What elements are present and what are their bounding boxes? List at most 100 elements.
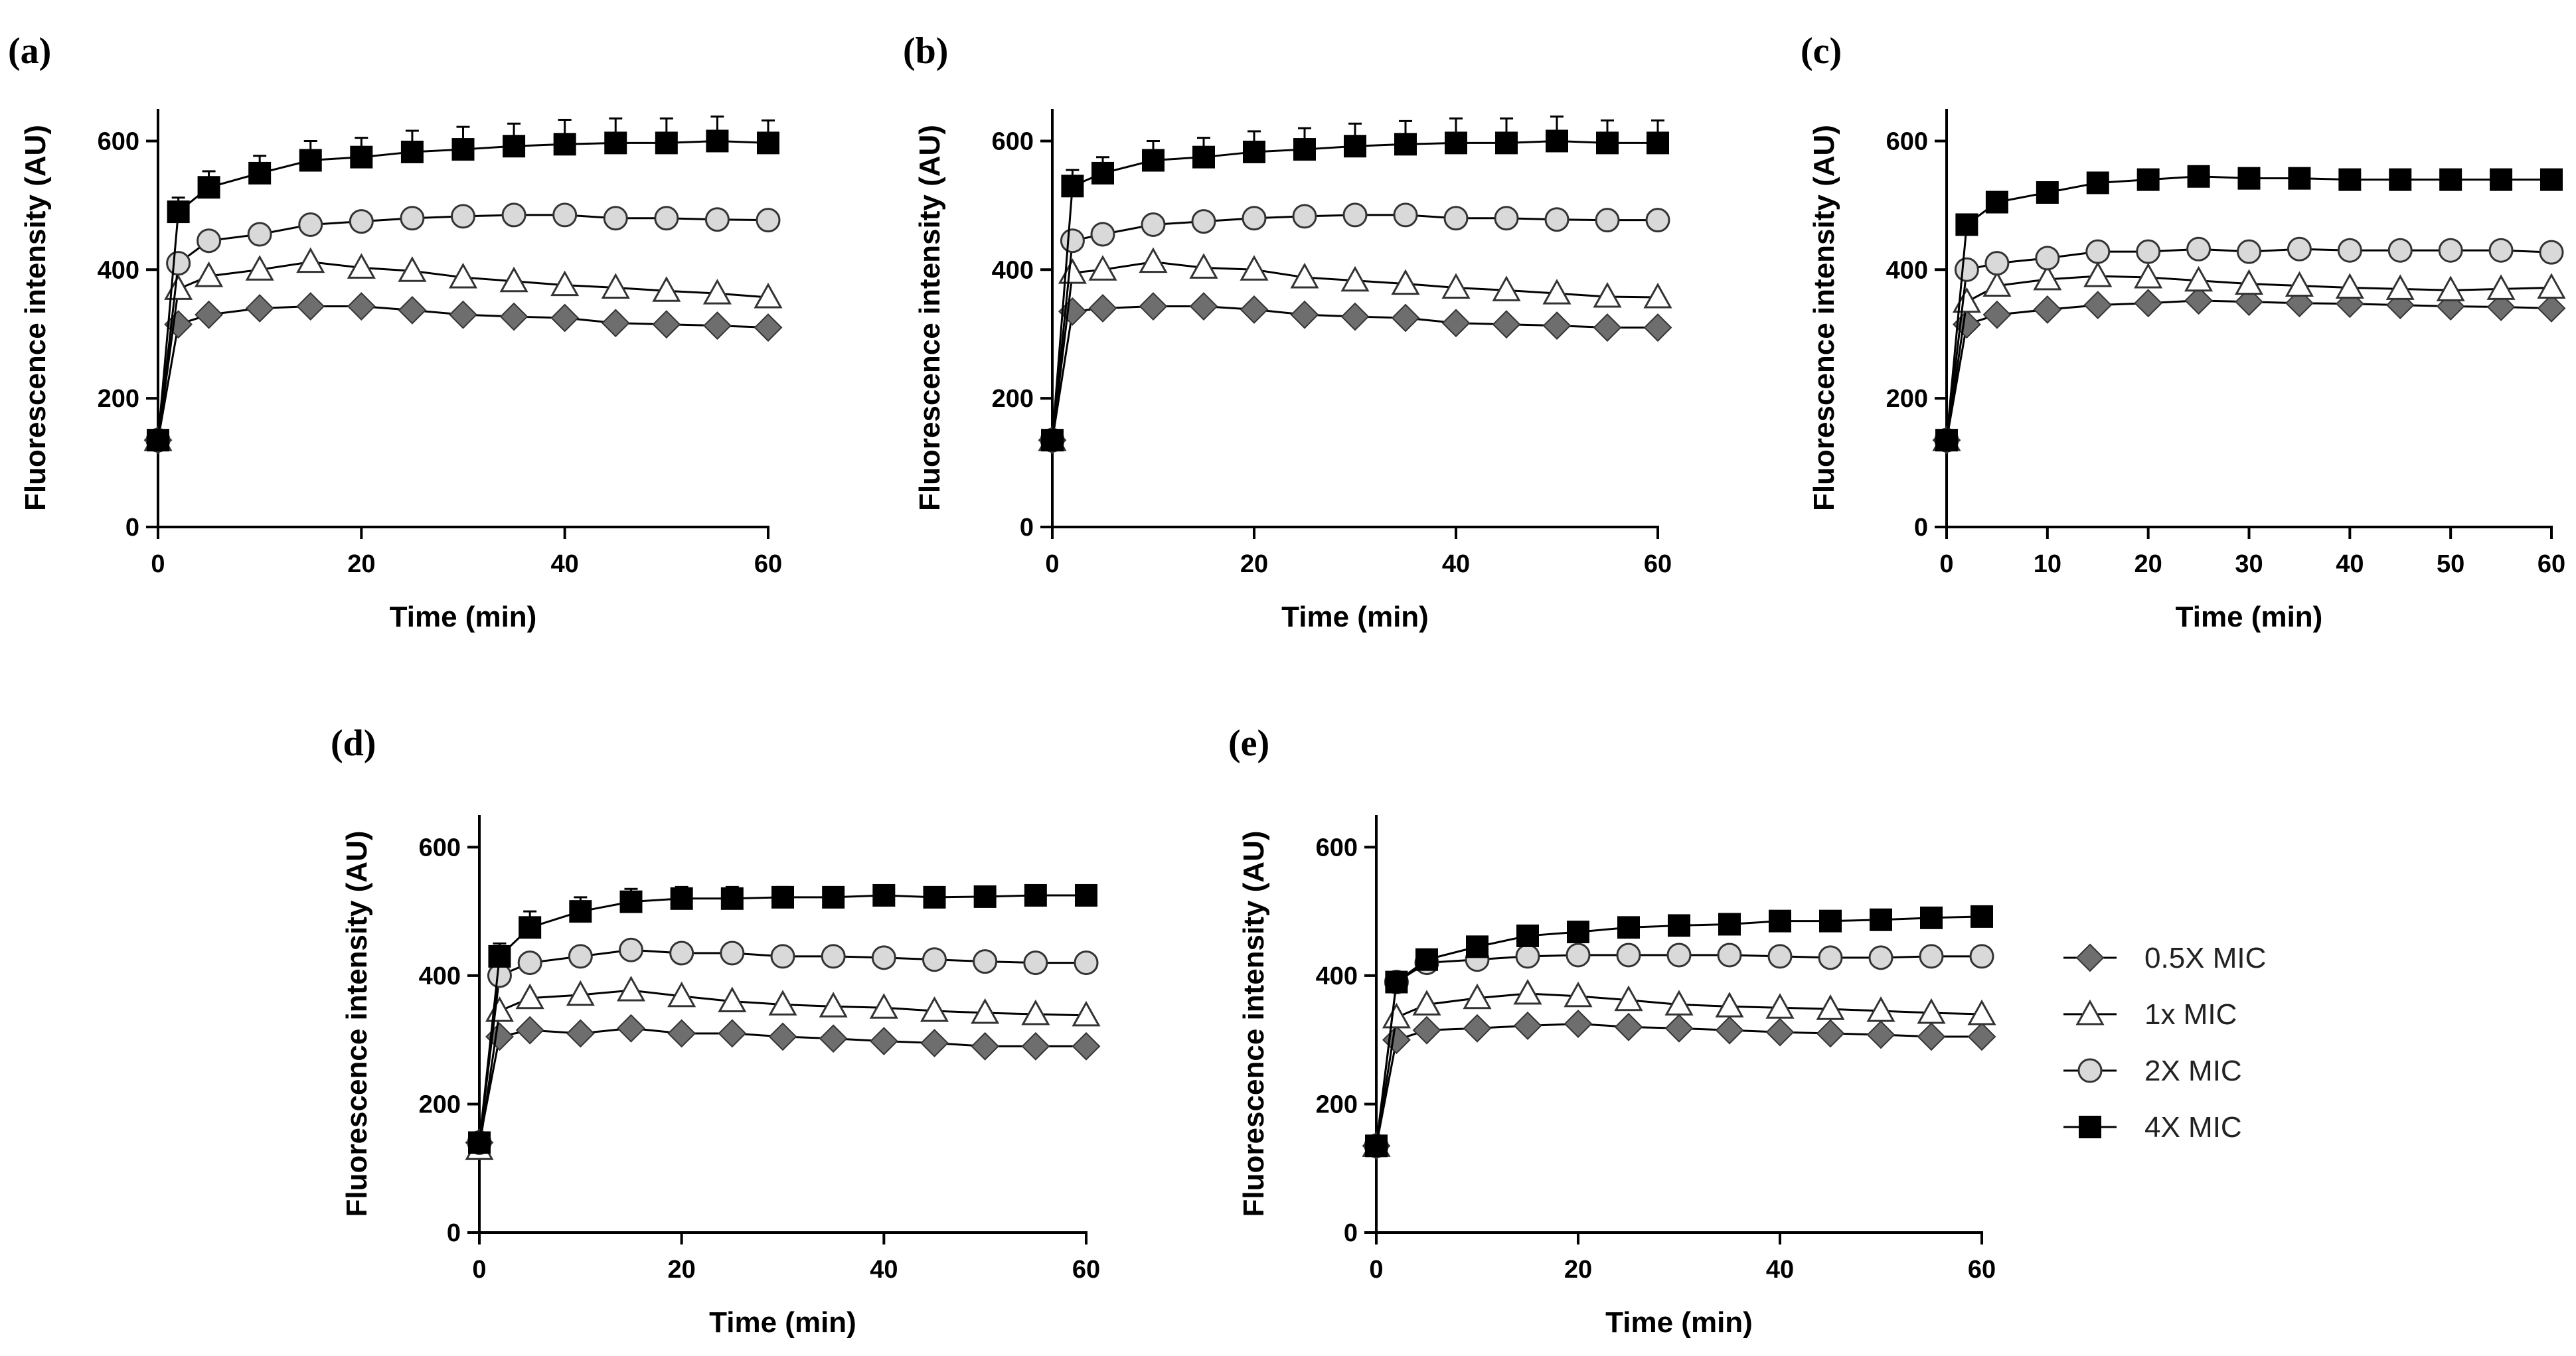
data-point [1967, 1022, 1996, 1051]
y-tick-label: 0 [1344, 1219, 1358, 1247]
data-point [2537, 273, 2566, 299]
chart-panel-c: (c) 0 200 400 600 0 10 20 30 40 50 60 Time (min) Fluo… [1801, 31, 2566, 633]
y-tick-label: 200 [992, 385, 1034, 413]
y-tick-label: 200 [419, 1091, 461, 1118]
data-point [702, 279, 732, 305]
data-point [1984, 251, 2010, 276]
data-point [468, 1131, 491, 1154]
data-point [517, 950, 542, 976]
data-point [400, 140, 424, 163]
data-point [245, 255, 274, 281]
data-point [619, 937, 643, 962]
data-point [1466, 935, 1489, 958]
legend-item-1x-mic: 1x MIC [2063, 998, 2237, 1031]
data-point [2186, 236, 2212, 262]
legend-marker [2077, 1058, 2103, 1083]
x-tick-label: 20 [347, 550, 375, 578]
data-point [296, 292, 325, 321]
data-point [1647, 131, 1669, 155]
x-tick-label: 30 [2235, 550, 2263, 578]
data-point [1717, 942, 1742, 968]
y-tick-label: 400 [419, 962, 461, 990]
data-point [1985, 190, 2008, 214]
data-point [1191, 209, 1216, 234]
data-point [2234, 269, 2264, 295]
series-4x-mic [1365, 905, 1993, 1158]
data-point [920, 1029, 949, 1057]
data-point [2337, 238, 2362, 263]
y-tick-label: 400 [992, 256, 1034, 284]
data-point [2083, 261, 2113, 287]
data-point [819, 1024, 848, 1053]
data-point [757, 131, 779, 155]
y-tick-label: 0 [1020, 514, 1034, 542]
series-line [478, 989, 1087, 1150]
data-point [1189, 253, 1218, 279]
data-point [1866, 1020, 1895, 1049]
chart-panel-a: (a) 0 200 400 600 0 20 40 60 Time (min) Fluorescen… [8, 31, 783, 633]
data-point [1340, 265, 1370, 292]
data-point [449, 300, 477, 329]
y-axis-title: Fluorescence intensity (AU) [914, 125, 946, 511]
data-point [2436, 275, 2465, 301]
data-point [1074, 950, 1099, 976]
data-point [1614, 1012, 1643, 1041]
x-axis-title: Time (min) [1605, 1306, 1753, 1339]
data-point [147, 429, 169, 452]
data-point [400, 206, 425, 231]
data-point [973, 885, 997, 908]
data-point [1443, 206, 1469, 231]
data-point [971, 998, 1000, 1024]
y-axis-title: Fluorescence intensity (AU) [341, 831, 373, 1217]
data-point [871, 945, 896, 970]
data-point [1075, 883, 1097, 907]
data-point [1643, 313, 1672, 342]
data-point [550, 303, 580, 333]
data-point [822, 885, 845, 909]
x-tick-label: 0 [1045, 550, 1059, 578]
data-point [1412, 990, 1441, 1016]
x-axis-title: Time (min) [2176, 601, 2323, 633]
data-point [553, 133, 576, 156]
data-point [1668, 914, 1690, 937]
data-point [569, 900, 592, 923]
x-tick-label: 60 [754, 550, 782, 578]
data-point [1513, 978, 1542, 1005]
data-point [754, 282, 783, 309]
data-point [720, 941, 745, 966]
data-point [1088, 255, 1117, 281]
data-point [2033, 295, 2062, 324]
x-tick-label: 20 [1564, 1256, 1592, 1284]
data-point [1515, 944, 1540, 969]
data-point [1935, 429, 1958, 452]
data-point [2085, 239, 2111, 264]
data-point [718, 986, 747, 1013]
x-tick-label: 60 [2537, 550, 2565, 578]
data-point [1293, 138, 1316, 161]
data-point [2486, 274, 2516, 300]
data-point [398, 295, 427, 325]
data-point [1024, 883, 1047, 907]
data-point [2134, 289, 2163, 318]
data-point [451, 204, 475, 229]
data-point [1816, 1019, 1845, 1048]
x-tick-label: 20 [1240, 550, 1268, 578]
x-tick-label: 60 [1968, 1256, 1996, 1284]
data-point [1967, 999, 1996, 1025]
y-tick-label: 200 [98, 385, 139, 413]
data-point [515, 1016, 544, 1045]
y-tick-label: 600 [98, 127, 139, 155]
data-point [920, 996, 949, 1022]
data-point [2083, 291, 2113, 320]
y-tick-label: 200 [1886, 385, 1928, 413]
data-point [1954, 257, 1979, 282]
data-point [1412, 1016, 1441, 1045]
data-point [2285, 271, 2314, 297]
data-point [245, 294, 274, 323]
data-point [1072, 1031, 1101, 1061]
data-point [1595, 208, 1620, 233]
data-point [1139, 247, 1168, 273]
data-point [1544, 207, 1570, 232]
data-point [248, 161, 272, 185]
data-point [1715, 1016, 1744, 1045]
